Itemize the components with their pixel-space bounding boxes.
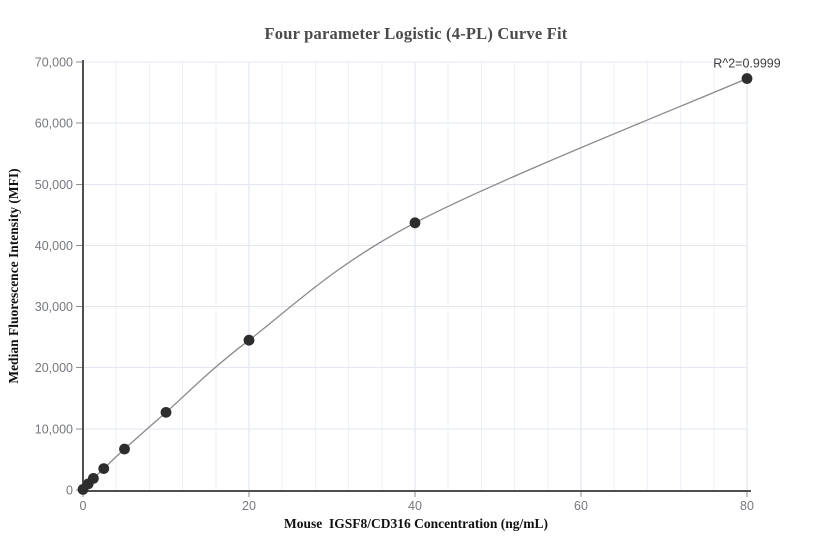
data-point xyxy=(87,472,99,484)
tick-marks xyxy=(76,61,748,497)
x-tick-label: 0 xyxy=(80,499,87,513)
data-point xyxy=(160,406,172,418)
data-point xyxy=(98,463,110,474)
y-tick-label: 40,000 xyxy=(35,239,73,253)
x-tick-label: 40 xyxy=(408,499,422,513)
data-point xyxy=(741,73,753,84)
x-tick-label: 20 xyxy=(242,499,256,513)
r-squared-annotation: R^2=0.9999 xyxy=(713,57,780,71)
y-tick-label: 0 xyxy=(66,484,73,498)
data-point xyxy=(119,443,130,455)
y-tick-label: 70,000 xyxy=(35,56,73,70)
y-tick-label: 50,000 xyxy=(35,178,73,192)
data-point xyxy=(243,334,255,346)
chart-title: Four parameter Logistic (4-PL) Curve Fit xyxy=(264,24,568,43)
tick-labels: 0 20 40 60 80 0 10,000 20,000 30,000 40,000 50,000… xyxy=(35,56,754,514)
x-axis-title: Mouse IGSF8/CD316 Concentration (ng/mL) xyxy=(284,516,548,531)
y-tick-label: 30,000 xyxy=(35,300,73,314)
data-points xyxy=(77,73,753,495)
data-point xyxy=(409,217,421,229)
axes xyxy=(82,60,751,492)
y-tick-label: 60,000 xyxy=(35,117,73,131)
x-tick-label: 80 xyxy=(740,499,754,513)
gridlines-major-vertical xyxy=(248,62,748,490)
x-tick-label: 60 xyxy=(574,499,588,513)
y-tick-label: 20,000 xyxy=(35,361,73,375)
gridlines-horizontal xyxy=(83,61,747,430)
y-tick-label: 10,000 xyxy=(35,422,73,436)
